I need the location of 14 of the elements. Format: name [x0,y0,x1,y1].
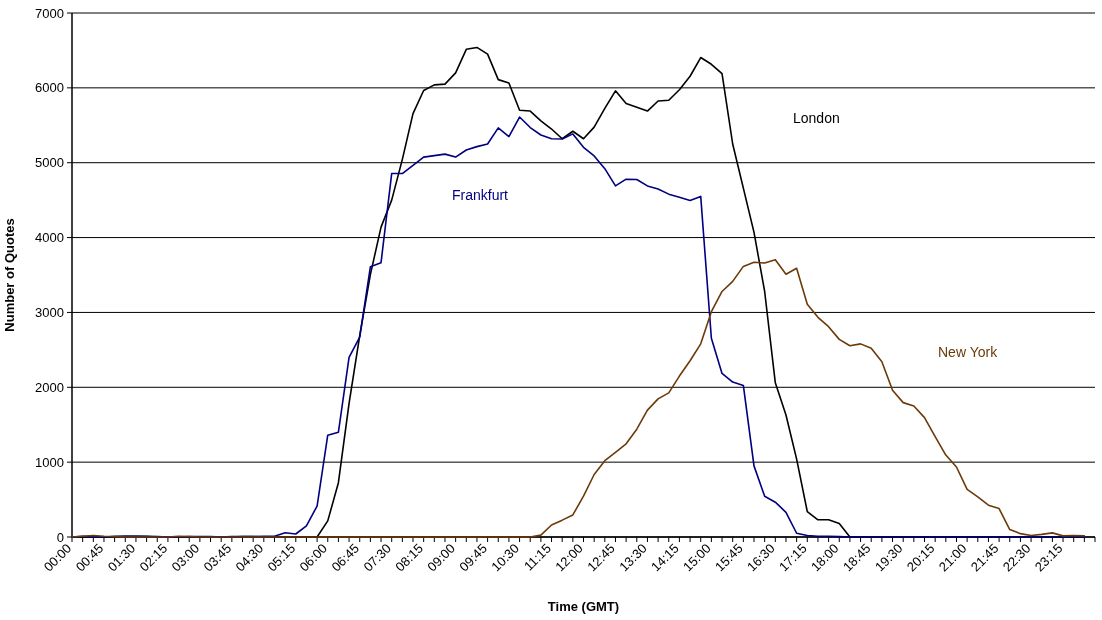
y-tick-label: 4000 [35,230,64,246]
y-tick-label: 5000 [35,155,64,171]
x-axis-title: Time (GMT) [547,599,620,614]
y-tick-label: 0 [56,529,64,545]
text: New York [938,344,999,360]
y-tick-label: 3000 [35,304,64,320]
y-tick-label: 1000 [35,454,64,470]
y-axis-title: Number of Quotes [2,218,17,332]
y-tick-label: 2000 [35,379,64,395]
text: Frankfurt [452,187,509,203]
text: London [793,110,840,126]
line-series [71,258,1086,538]
y-tick-label: 7000 [35,5,64,21]
y-tick-label: 6000 [35,80,64,96]
